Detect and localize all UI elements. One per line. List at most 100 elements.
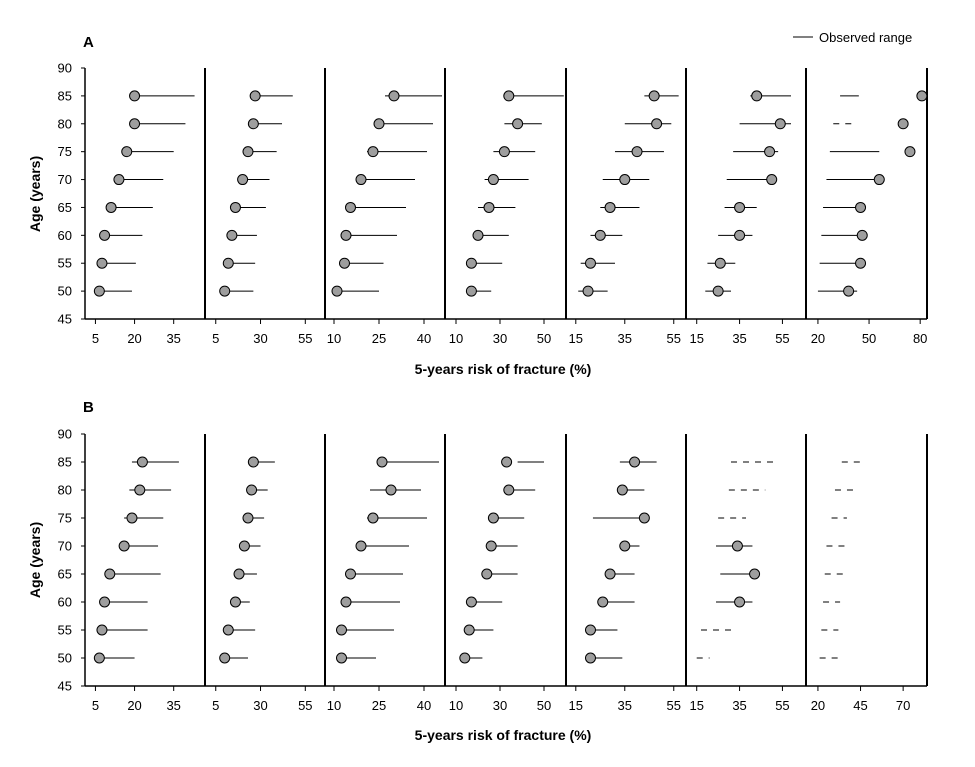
panel-a-estimate-point xyxy=(129,90,141,102)
panel-a-estimate-point xyxy=(855,257,867,269)
panel-a-estimate-point xyxy=(249,90,261,102)
panel-b-estimate-point xyxy=(485,540,497,552)
panel-b-estimate-point xyxy=(731,540,743,552)
panel-a-x-tick-label: 50 xyxy=(862,331,876,346)
panel-a-estimate-point xyxy=(331,285,343,297)
panel-a-subpanel-7: 20 50 80 xyxy=(811,90,927,346)
panel-a: A 5-years risk of fracture (%) Age (year… xyxy=(27,34,928,377)
panel-a-estimate-point xyxy=(229,201,241,213)
panel-a-estimate-point xyxy=(631,146,643,158)
panel-a-subpanel-2: 5 30 55 xyxy=(212,90,313,346)
panel-a-estimate-point xyxy=(222,257,234,269)
panel-a-x-tick-label: 15 xyxy=(689,331,703,346)
panel-a-estimate-point xyxy=(512,118,524,130)
panel-a-estimate-point xyxy=(93,285,105,297)
panel-b-estimate-point xyxy=(385,484,397,496)
panel-b-y-axis-title: Age (years) xyxy=(27,522,43,598)
panel-a-x-tick-label: 40 xyxy=(417,331,431,346)
panel-a-x-tick-label: 20 xyxy=(811,331,825,346)
panel-a-estimate-point xyxy=(766,174,778,186)
panel-a-estimate-point xyxy=(855,201,867,213)
panel-a-estimate-point xyxy=(339,257,350,269)
panel-b-estimate-point xyxy=(242,512,254,524)
panel-b-y-tick-label: 75 xyxy=(58,511,72,526)
panel-a-estimate-point xyxy=(105,201,117,213)
panel-b-estimate-point xyxy=(481,568,493,580)
panel-b-estimate-point xyxy=(238,540,250,552)
panel-a-x-tick-label: 15 xyxy=(569,331,583,346)
panel-b-x-tick-label: 40 xyxy=(417,698,431,713)
panel-b-estimate-point xyxy=(503,484,515,496)
panel-b-estimate-point xyxy=(584,624,596,636)
panel-a-estimate-point xyxy=(483,201,495,213)
panel-b-estimate-point xyxy=(118,540,130,552)
panel-a-estimate-point xyxy=(897,118,909,130)
legend-label: Observed range xyxy=(819,30,912,45)
panel-b-x-tick-label: 5 xyxy=(212,698,219,713)
panel-b-estimate-point xyxy=(336,652,347,664)
panel-b-y-tick-label: 80 xyxy=(58,483,72,498)
panel-b-y-tick-label: 45 xyxy=(58,679,72,694)
panel-a-y-tick-label: 50 xyxy=(58,284,72,299)
panel-a-estimate-point xyxy=(604,201,616,213)
panel-b-estimate-point xyxy=(463,624,475,636)
panel-a-estimate-point xyxy=(843,285,855,297)
panel-b-estimate-point xyxy=(246,484,258,496)
panel-b-subpanel-1: 5 20 35 xyxy=(92,456,181,713)
panel-a-estimate-point xyxy=(237,174,249,186)
panel-a-x-tick-label: 5 xyxy=(212,331,219,346)
panel-b-subpanel-3: 10 25 40 xyxy=(327,456,439,713)
panel-b-estimate-point xyxy=(376,456,388,468)
panel-b-estimate-point xyxy=(465,596,477,608)
panel-b-y-tick-label: 55 xyxy=(58,623,72,638)
panel-a-estimate-point xyxy=(619,174,631,186)
panel-a-x-tick-label: 30 xyxy=(253,331,267,346)
panel-b-estimate-point xyxy=(604,568,616,580)
panel-b-x-axis-title: 5-years risk of fracture (%) xyxy=(415,727,592,743)
panel-b-x-tick-label: 50 xyxy=(537,698,551,713)
panel-b-estimate-point xyxy=(229,596,241,608)
panel-a-estimate-point xyxy=(219,285,231,297)
panel-a-x-tick-label: 55 xyxy=(667,331,681,346)
panel-b: B 5-years risk of fracture (%) Age (year… xyxy=(27,399,928,743)
panel-b-estimate-point xyxy=(104,568,116,580)
panel-b-estimate-point xyxy=(584,652,596,664)
panel-a-y-axis-title: Age (years) xyxy=(27,156,43,232)
panel-a-letter: A xyxy=(83,34,94,51)
panel-b-estimate-point xyxy=(126,512,138,524)
panel-a-subpanel-4: 10 30 50 xyxy=(449,90,564,346)
panel-a-estimate-point xyxy=(121,146,133,158)
panel-a-x-tick-label: 10 xyxy=(449,331,463,346)
panel-b-subpanel-2: 5 30 55 xyxy=(212,456,313,713)
panel-a-estimate-point xyxy=(226,229,238,241)
panel-b-estimate-point xyxy=(336,624,347,636)
panel-a-y-tick-label: 80 xyxy=(58,116,72,131)
panel-a-estimate-point xyxy=(651,118,663,130)
panel-b-x-tick-label: 35 xyxy=(618,698,632,713)
panel-b-y-tick-label: 50 xyxy=(58,651,72,666)
panel-b-subpanel-4: 10 30 50 xyxy=(449,456,551,713)
panel-b-y-tick-label: 70 xyxy=(58,539,72,554)
panel-a-estimate-point xyxy=(242,146,254,158)
panel-b-y-tick-label: 65 xyxy=(58,567,72,582)
panel-a-estimate-point xyxy=(465,257,477,269)
panel-b-y-tick-label: 60 xyxy=(58,595,72,610)
panel-b-subpanel-5: 15 35 55 xyxy=(569,456,681,713)
panel-a-estimate-point xyxy=(594,229,606,241)
panel-a-x-tick-label: 35 xyxy=(618,331,632,346)
panel-a-estimate-point xyxy=(99,229,111,241)
panel-a-estimate-point xyxy=(503,90,515,102)
panel-b-estimate-point xyxy=(487,512,499,524)
panel-a-y-tick-label: 90 xyxy=(58,61,72,76)
panel-b-x-tick-label: 55 xyxy=(667,698,681,713)
panel-a-x-tick-label: 25 xyxy=(372,331,386,346)
panel-a-estimate-point xyxy=(247,118,259,130)
panel-b-estimate-point xyxy=(597,596,609,608)
panel-b-x-tick-label: 20 xyxy=(811,698,825,713)
panel-a-estimate-point xyxy=(582,285,594,297)
panel-a-estimate-point xyxy=(472,229,484,241)
panel-a-estimate-point xyxy=(340,229,352,241)
panel-b-estimate-point xyxy=(355,540,367,552)
panel-a-estimate-point xyxy=(734,201,746,213)
